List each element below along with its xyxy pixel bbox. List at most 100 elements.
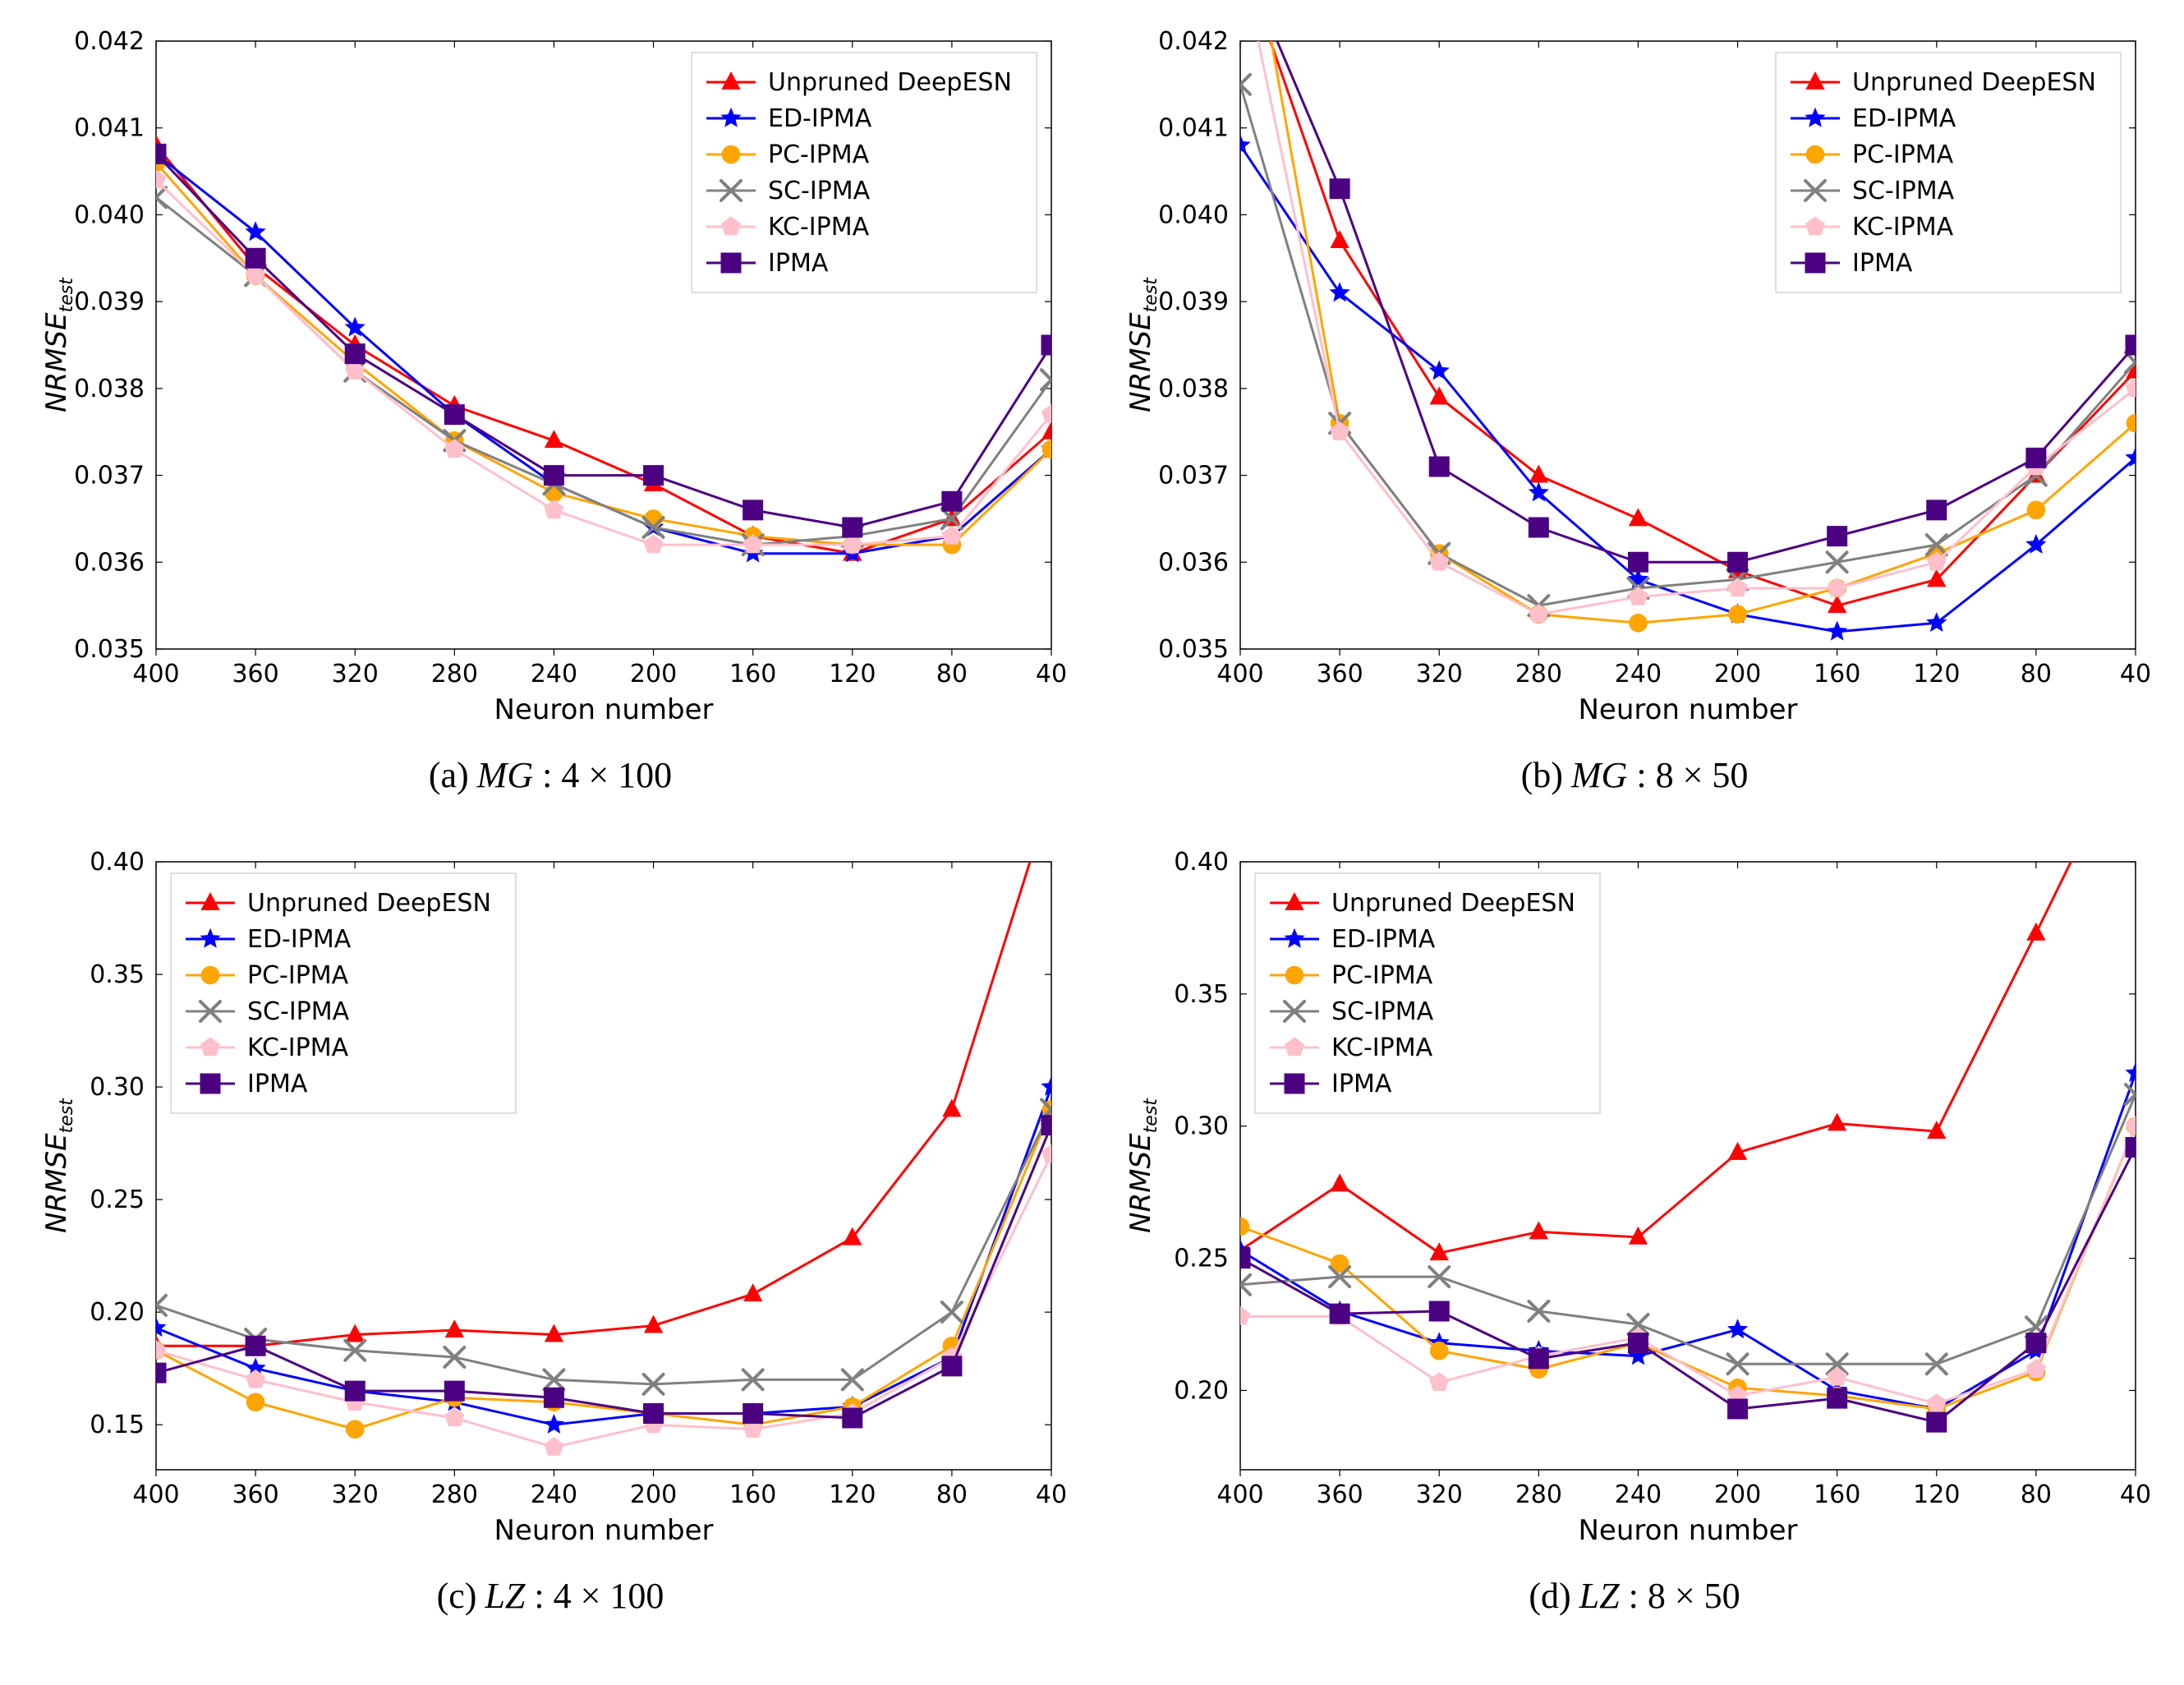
series-marker-ipma bbox=[2126, 335, 2145, 355]
legend-marker-pc bbox=[722, 145, 740, 163]
legend-label-ipma: IPMA bbox=[247, 1070, 308, 1098]
caption-prefix: (b) bbox=[1521, 755, 1563, 795]
x-axis-label: Neuron number bbox=[494, 693, 714, 726]
legend-label-pc: PC-IPMA bbox=[1852, 140, 1954, 169]
x-tick-label: 160 bbox=[1814, 1480, 1860, 1509]
y-tick-label: 0.041 bbox=[74, 114, 145, 143]
panel-d: 40036032028024020016012080400.200.250.30… bbox=[1109, 845, 2160, 1617]
x-tick-label: 40 bbox=[2120, 1480, 2151, 1509]
series-marker-ipma bbox=[1429, 1301, 1449, 1321]
series-marker-pc bbox=[1729, 605, 1747, 624]
legend: Unpruned DeepESNED-IPMAPC-IPMASC-IPMAKC-… bbox=[171, 873, 516, 1113]
series-marker-ed bbox=[1430, 361, 1449, 380]
legend-label-sc: SC-IPMA bbox=[1331, 997, 1434, 1026]
legend-label-ed: ED-IPMA bbox=[768, 104, 872, 133]
series-marker-kc bbox=[147, 1341, 166, 1359]
series-line-ed bbox=[1240, 1073, 2136, 1409]
series-marker-sc bbox=[942, 1302, 962, 1322]
series-marker-ipma bbox=[2126, 1137, 2145, 1157]
x-tick-label: 120 bbox=[829, 660, 876, 688]
series-marker-ipma bbox=[444, 1381, 464, 1401]
series-marker-pc bbox=[1430, 1342, 1448, 1360]
legend-marker-ipma bbox=[1285, 1074, 1304, 1093]
series-marker-kc bbox=[545, 1438, 563, 1456]
x-tick-label: 320 bbox=[332, 1480, 379, 1509]
series-marker-ipma bbox=[743, 1403, 763, 1423]
legend-label-sc: SC-IPMA bbox=[247, 997, 350, 1026]
series-marker-ipma bbox=[544, 1388, 563, 1407]
series-marker-pc bbox=[2127, 414, 2145, 432]
y-tick-label: 0.038 bbox=[74, 375, 145, 403]
y-tick-label: 0.042 bbox=[74, 27, 145, 56]
series-marker-ipma bbox=[146, 1363, 166, 1383]
x-tick-label: 240 bbox=[1615, 660, 1662, 688]
caption-b: (b)MG : 8 × 50 bbox=[1521, 754, 1749, 796]
legend-marker-pc bbox=[201, 966, 219, 984]
y-axis-label: NRMSEtest bbox=[1124, 1098, 1161, 1233]
x-tick-label: 360 bbox=[1316, 1480, 1363, 1509]
x-tick-label: 280 bbox=[1515, 1480, 1562, 1509]
series-marker-ipma bbox=[1041, 1116, 1061, 1135]
x-tick-label: 120 bbox=[1913, 660, 1960, 688]
x-tick-label: 40 bbox=[1036, 1480, 1067, 1509]
y-tick-label: 0.037 bbox=[1158, 462, 1229, 490]
caption-var: MG bbox=[1571, 755, 1627, 795]
x-tick-label: 280 bbox=[1515, 660, 1562, 688]
series-marker-ipma bbox=[942, 1356, 962, 1376]
series-marker-unpruned bbox=[1430, 387, 1448, 403]
series-marker-ipma bbox=[1927, 1412, 1947, 1432]
series-marker-kc bbox=[445, 1408, 464, 1426]
x-tick-label: 80 bbox=[936, 1480, 968, 1509]
x-tick-label: 360 bbox=[232, 1480, 278, 1509]
legend: Unpruned DeepESNED-IPMAPC-IPMASC-IPMAKC-… bbox=[692, 53, 1037, 292]
series-marker-unpruned bbox=[1331, 1175, 1349, 1191]
series-marker-kc bbox=[2127, 379, 2145, 397]
legend-label-sc: SC-IPMA bbox=[768, 177, 871, 205]
series-marker-unpruned bbox=[744, 1284, 762, 1301]
series-marker-kc bbox=[1231, 1306, 1250, 1324]
y-tick-label: 0.30 bbox=[90, 1073, 145, 1102]
series-marker-ipma bbox=[345, 344, 365, 364]
series-marker-unpruned bbox=[1530, 1222, 1548, 1238]
y-tick-label: 0.25 bbox=[90, 1185, 145, 1214]
chart-c: 40036032028024020016012080400.150.200.25… bbox=[25, 845, 1076, 1560]
legend-label-unpruned: Unpruned DeepESN bbox=[247, 889, 491, 918]
series-marker-ipma bbox=[345, 1381, 365, 1401]
series-marker-ipma bbox=[942, 491, 962, 511]
series-marker-ipma bbox=[1529, 518, 1548, 537]
x-tick-label: 200 bbox=[1714, 1480, 1761, 1509]
legend-marker-pc bbox=[1285, 966, 1304, 984]
x-tick-label: 360 bbox=[1316, 660, 1363, 688]
series-marker-ipma bbox=[1529, 1349, 1548, 1369]
panel-c: 40036032028024020016012080400.150.200.25… bbox=[25, 845, 1076, 1617]
x-tick-label: 200 bbox=[1714, 660, 1761, 688]
series-marker-kc bbox=[147, 170, 166, 188]
series-line-sc bbox=[156, 1109, 1051, 1383]
series-marker-ipma bbox=[1330, 1304, 1349, 1324]
legend-label-kc: KC-IPMA bbox=[1852, 213, 1954, 242]
x-tick-label: 160 bbox=[1814, 660, 1860, 688]
series-marker-kc bbox=[246, 1370, 265, 1388]
y-tick-label: 0.040 bbox=[1158, 200, 1229, 229]
x-tick-label: 80 bbox=[2021, 1480, 2052, 1509]
y-tick-label: 0.036 bbox=[74, 548, 145, 577]
x-tick-label: 40 bbox=[2120, 660, 2151, 688]
caption-rest: : 8 × 50 bbox=[1627, 755, 1748, 795]
chart-a: 40036032028024020016012080400.0350.0360.… bbox=[25, 25, 1076, 739]
x-tick-label: 160 bbox=[729, 1480, 776, 1509]
series-marker-pc bbox=[346, 1420, 364, 1439]
y-tick-label: 0.20 bbox=[90, 1298, 145, 1327]
caption-var: MG bbox=[477, 755, 533, 795]
x-tick-label: 400 bbox=[1216, 660, 1263, 688]
legend-label-pc: PC-IPMA bbox=[247, 961, 349, 990]
legend-label-unpruned: Unpruned DeepESN bbox=[1331, 889, 1575, 918]
legend-label-kc: KC-IPMA bbox=[1331, 1034, 1433, 1062]
y-tick-label: 0.40 bbox=[1174, 848, 1229, 877]
series-marker-unpruned bbox=[446, 1320, 464, 1337]
series-marker-kc bbox=[2026, 1360, 2045, 1378]
y-tick-label: 0.035 bbox=[1158, 635, 1229, 664]
y-tick-label: 0.042 bbox=[1158, 27, 1229, 56]
x-tick-label: 280 bbox=[431, 660, 478, 688]
series-marker-ipma bbox=[2026, 1333, 2046, 1353]
series-marker-ipma bbox=[246, 248, 265, 268]
